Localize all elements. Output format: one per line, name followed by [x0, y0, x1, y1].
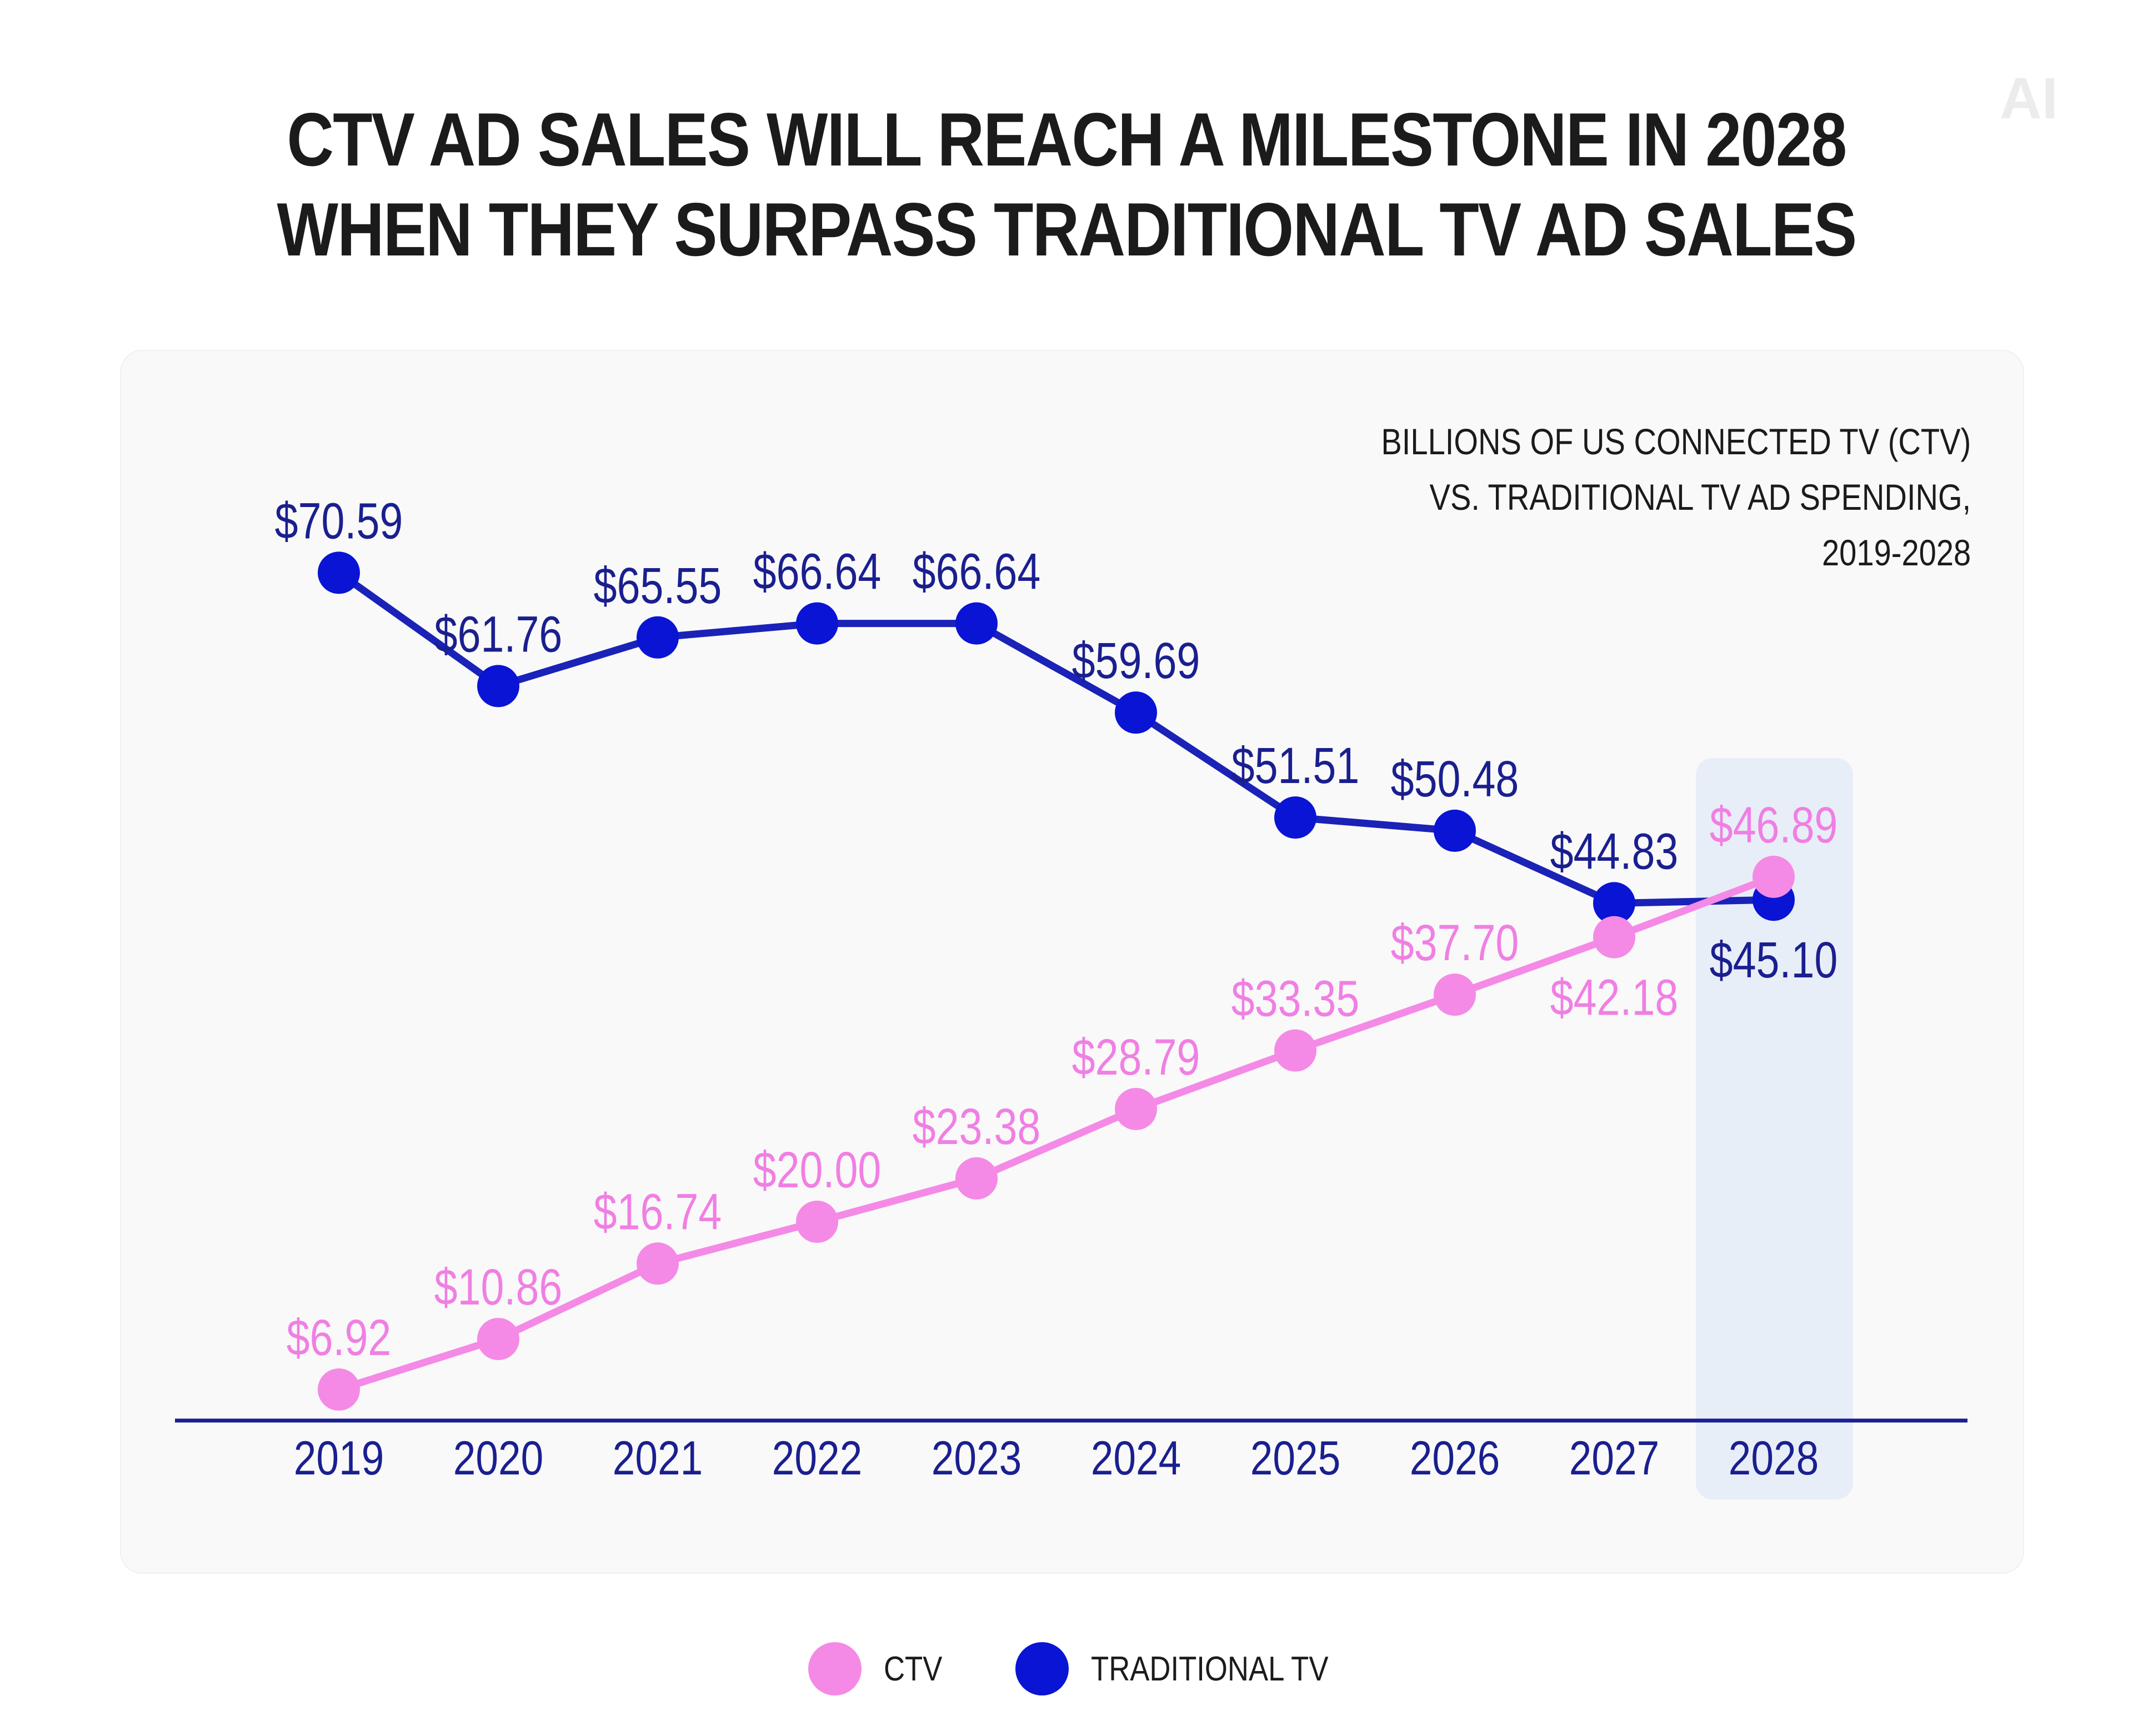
data-point-traditional-tv	[955, 602, 998, 645]
data-point-traditional-tv	[637, 616, 679, 659]
data-point-traditional-tv	[1274, 796, 1316, 839]
data-point-ctv	[1593, 916, 1635, 959]
subtitle-line-2: VS. TRADITIONAL TV AD SPENDING,	[1429, 476, 1971, 518]
data-point-ctv	[637, 1242, 679, 1285]
legend: CTV TRADITIONAL TV	[0, 1641, 2133, 1697]
x-tick-label: 2023	[932, 1431, 1022, 1484]
data-label-ctv: $46.89	[1710, 796, 1838, 854]
chart-title: CTV AD SALES WILL REACH A MILESTONE IN 2…	[0, 94, 2133, 274]
data-label-ctv: $20.00	[753, 1141, 882, 1198]
data-label-traditional-tv: $66.64	[913, 543, 1041, 600]
data-point-traditional-tv	[1593, 882, 1635, 925]
legend-swatch-ctv	[808, 1642, 862, 1695]
data-point-ctv	[1434, 974, 1476, 1016]
chart-subtitle: BILLIONS OF US CONNECTED TV (CTV) VS. TR…	[1381, 414, 1971, 580]
data-point-ctv	[1753, 855, 1795, 898]
data-label-traditional-tv: $51.51	[1231, 737, 1360, 794]
chart-title-line-1: CTV AD SALES WILL REACH A MILESTONE IN 2…	[287, 97, 1847, 182]
data-point-traditional-tv	[796, 602, 838, 645]
subtitle-line-3: 2019-2028	[1821, 532, 1971, 573]
data-label-traditional-tv: $50.48	[1391, 750, 1519, 807]
data-label-ctv: $37.70	[1391, 914, 1519, 971]
data-point-ctv	[796, 1201, 838, 1243]
x-tick-label: 2024	[1091, 1431, 1181, 1484]
data-point-ctv	[1274, 1029, 1316, 1072]
data-label-ctv: $23.38	[913, 1098, 1041, 1155]
data-label-ctv: $6.92	[287, 1309, 392, 1366]
data-point-ctv	[477, 1318, 519, 1361]
highlight-band	[1696, 758, 1853, 1499]
x-tick-label: 2026	[1410, 1431, 1500, 1484]
data-label-ctv: $16.74	[594, 1183, 722, 1240]
x-tick-label: 2019	[294, 1431, 384, 1484]
data-label-traditional-tv: $45.10	[1710, 931, 1838, 989]
ai-logo: AI	[2000, 66, 2058, 131]
data-label-traditional-tv: $44.83	[1550, 822, 1679, 880]
data-label-traditional-tv: $66.64	[753, 543, 882, 600]
data-point-traditional-tv	[1434, 809, 1476, 852]
data-label-traditional-tv: $70.59	[275, 492, 403, 549]
series-line-traditional-tv	[337, 570, 1774, 907]
data-point-ctv	[1115, 1087, 1157, 1130]
data-point-traditional-tv	[477, 665, 519, 708]
legend-item-ctv: CTV	[808, 1641, 953, 1697]
data-point-ctv	[318, 1368, 360, 1411]
legend-swatch-traditional-tv	[1015, 1642, 1069, 1695]
series-line-ctv	[338, 873, 1775, 1393]
data-label-traditional-tv: $59.69	[1072, 632, 1200, 689]
legend-label-ctv: CTV	[884, 1649, 943, 1688]
x-tick-label: 2021	[613, 1431, 703, 1484]
x-tick-label: 2020	[453, 1431, 544, 1484]
data-point-traditional-tv	[318, 551, 360, 594]
x-tick-label: 2027	[1569, 1431, 1660, 1484]
data-label-ctv: $28.79	[1072, 1028, 1200, 1086]
data-label-ctv: $42.18	[1550, 969, 1679, 1026]
data-label-ctv: $10.86	[434, 1258, 563, 1316]
x-tick-label: 2022	[772, 1431, 863, 1484]
legend-item-traditional-tv: TRADITIONAL TV	[1015, 1641, 1370, 1697]
chart-title-line-2: WHEN THEY SURPASS TRADITIONAL TV AD SALE…	[277, 187, 1857, 272]
data-label-ctv: $33.35	[1231, 970, 1360, 1027]
data-point-ctv	[955, 1157, 998, 1200]
x-tick-label: 2025	[1250, 1431, 1341, 1484]
data-label-traditional-tv: $65.55	[594, 557, 722, 614]
subtitle-line-1: BILLIONS OF US CONNECTED TV (CTV)	[1381, 421, 1971, 462]
data-label-traditional-tv: $61.76	[434, 605, 563, 663]
legend-label-traditional-tv: TRADITIONAL TV	[1091, 1649, 1329, 1688]
x-tick-label: 2028	[1729, 1431, 1819, 1484]
data-point-traditional-tv	[1115, 691, 1157, 734]
